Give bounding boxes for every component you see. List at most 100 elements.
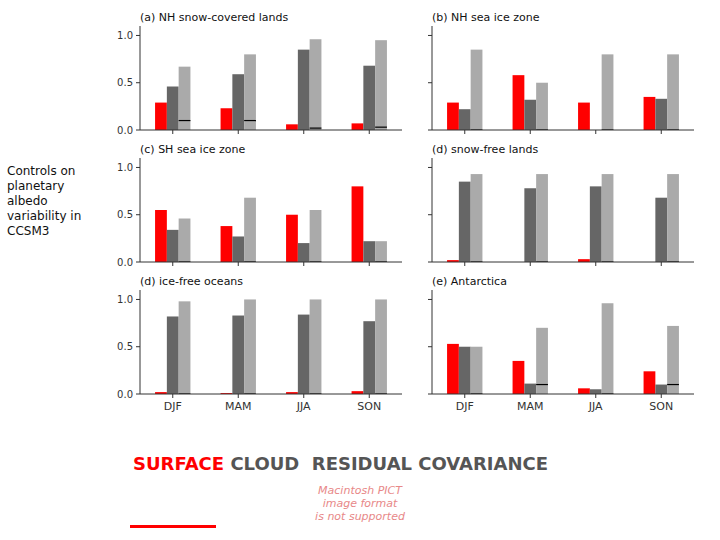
- panel-title: (a) NH snow-covered lands: [140, 11, 289, 24]
- x-tick: [303, 262, 304, 266]
- plot-area: [155, 186, 387, 262]
- x-tick: [369, 130, 370, 134]
- bar: [286, 124, 298, 130]
- x-tick: [595, 394, 596, 398]
- bar: [655, 198, 667, 262]
- y-tick-label: 1.0: [117, 162, 133, 173]
- bar: [667, 326, 679, 394]
- y-tick: [136, 130, 140, 131]
- x-tick: [303, 130, 304, 134]
- x-tick-label: MAM: [225, 400, 252, 413]
- x-tick-label: JJA: [296, 400, 311, 413]
- bar: [221, 226, 233, 262]
- panel-title: (b) NH sea ice zone: [432, 11, 540, 24]
- bar: [602, 174, 614, 262]
- plot-area: [155, 39, 387, 130]
- bar: [513, 361, 525, 394]
- bar: [352, 123, 364, 130]
- bar: [179, 219, 191, 262]
- marker-line: [536, 384, 548, 385]
- bar: [459, 182, 471, 262]
- bar: [363, 241, 375, 262]
- marker-line: [244, 120, 256, 121]
- marker-line: [667, 384, 679, 385]
- y-axis: [432, 158, 433, 262]
- bar: [298, 315, 310, 394]
- bar: [536, 83, 548, 130]
- bar: [298, 50, 310, 130]
- figure-title: Controls onplanetaryalbedovariability in…: [7, 164, 81, 238]
- y-tick: [428, 394, 432, 395]
- panel: 0.00.51.0DJFMAMJJASON(d) ice-free oceans: [117, 275, 402, 413]
- x-axis: [432, 394, 694, 395]
- panel-title: (e) Antarctica: [432, 275, 507, 288]
- footer: SURFACE CLOUD RESIDUAL COVARIANCE: [133, 453, 548, 474]
- y-tick-label: 0.5: [117, 341, 133, 352]
- bar: [310, 299, 322, 394]
- y-tick: [428, 82, 432, 83]
- x-tick: [530, 130, 531, 134]
- bar: [524, 188, 536, 262]
- bar: [644, 371, 656, 394]
- bar: [447, 344, 459, 394]
- bar: [310, 210, 322, 262]
- bar: [167, 87, 179, 130]
- y-tick-label: 1.0: [117, 294, 133, 305]
- bar: [578, 388, 590, 394]
- bar: [459, 109, 471, 130]
- bar: [244, 299, 256, 394]
- bar: [244, 54, 256, 130]
- y-tick-label: 0.5: [117, 77, 133, 88]
- y-axis: [432, 26, 433, 130]
- bar: [232, 74, 244, 130]
- bar: [513, 75, 525, 130]
- x-tick: [661, 262, 662, 266]
- y-tick-label: 0.0: [117, 257, 133, 268]
- panel-title: (c) SH sea ice zone: [140, 143, 245, 156]
- y-tick: [428, 35, 432, 36]
- bar: [232, 236, 244, 262]
- bar: [375, 40, 387, 130]
- x-tick: [172, 262, 173, 266]
- plot-area: [155, 299, 387, 394]
- bar: [310, 39, 322, 130]
- x-axis: [140, 262, 402, 263]
- bar: [167, 230, 179, 262]
- y-tick: [136, 299, 140, 300]
- x-tick: [661, 130, 662, 134]
- bar: [155, 210, 167, 262]
- bar: [363, 321, 375, 394]
- bar: [524, 100, 536, 130]
- bar: [602, 54, 614, 130]
- bar: [179, 67, 191, 130]
- y-tick: [428, 346, 432, 347]
- panel: DJFMAMJJASON(e) Antarctica: [428, 275, 694, 413]
- y-tick: [136, 35, 140, 36]
- x-tick: [595, 262, 596, 266]
- x-tick: [530, 394, 531, 398]
- footer-text: CLOUD RESIDUAL COVARIANCE: [224, 453, 548, 474]
- bar: [655, 99, 667, 130]
- x-tick: [464, 262, 465, 266]
- x-axis: [140, 394, 402, 395]
- y-axis: [432, 290, 433, 394]
- bar: [459, 347, 471, 394]
- x-tick: [238, 130, 239, 134]
- x-tick: [303, 394, 304, 398]
- bar: [179, 301, 191, 394]
- marker-line: [375, 127, 387, 128]
- x-axis: [432, 262, 694, 263]
- bar: [167, 316, 179, 394]
- x-axis: [140, 130, 402, 131]
- y-tick: [136, 346, 140, 347]
- bar: [536, 174, 548, 262]
- bar: [655, 385, 667, 394]
- y-tick: [428, 167, 432, 168]
- bar: [298, 243, 310, 262]
- footer-text: SURFACE: [133, 453, 224, 474]
- y-tick-label: 0.0: [117, 125, 133, 136]
- x-tick-label: SON: [357, 400, 381, 413]
- x-axis: [432, 130, 694, 131]
- x-tick-label: MAM: [517, 400, 544, 413]
- x-tick: [464, 394, 465, 398]
